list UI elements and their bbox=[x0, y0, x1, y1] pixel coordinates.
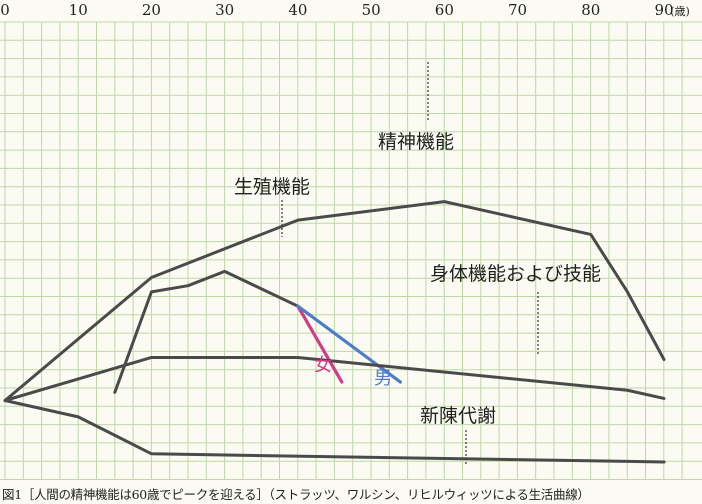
series-label-4: 身体機能および技能 bbox=[430, 263, 601, 285]
x-tick-label: 70 bbox=[508, 1, 527, 19]
x-tick-label: 0 bbox=[0, 1, 10, 19]
series-label-0: 精神機能 bbox=[378, 131, 454, 153]
x-tick-label: 80 bbox=[581, 1, 600, 19]
x-tick-label: 90 bbox=[654, 1, 673, 19]
x-axis-unit: (歳) bbox=[670, 5, 690, 18]
x-tick-label: 50 bbox=[362, 1, 381, 19]
figure-caption: 図1［人間の精神機能は60歳でピークを迎える］（ストラッツ、ワルシン、リヒルウィ… bbox=[2, 487, 590, 502]
series-line-2 bbox=[296, 304, 344, 384]
series-line-0 bbox=[3, 200, 666, 402]
series-line-1 bbox=[113, 269, 300, 394]
x-tick-label: 20 bbox=[142, 1, 161, 19]
series-line-4 bbox=[3, 355, 666, 402]
x-tick-label: 60 bbox=[435, 1, 454, 19]
x-tick-label: 10 bbox=[69, 1, 88, 19]
series-label-1: 生殖機能 bbox=[234, 176, 310, 198]
series-label-5: 新陳代謝 bbox=[420, 405, 496, 427]
x-tick-label: 40 bbox=[288, 1, 307, 19]
x-tick-label: 30 bbox=[215, 1, 234, 19]
series-label-2: 女 bbox=[314, 355, 332, 376]
series-line-3 bbox=[296, 304, 402, 384]
series-label-3: 男 bbox=[374, 368, 392, 389]
series-line-5 bbox=[3, 399, 666, 464]
